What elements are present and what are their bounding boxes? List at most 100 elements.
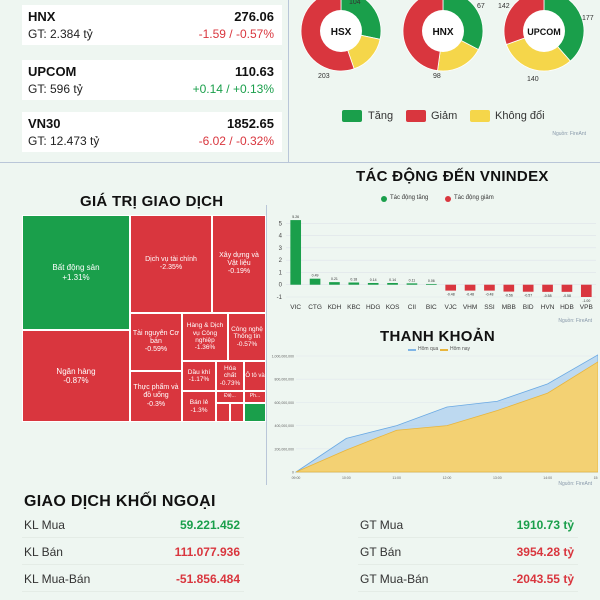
donut-hnx: HNX bbox=[402, 0, 484, 72]
foreign-value: 3954.28 tỷ bbox=[516, 545, 574, 559]
divider bbox=[266, 205, 267, 485]
treemap-cell-small-green[interactable] bbox=[244, 403, 266, 422]
x-tick-label: HDB bbox=[560, 304, 574, 311]
legend-up-swatch bbox=[342, 110, 362, 122]
foreign-value: -2043.55 tỷ bbox=[512, 572, 574, 586]
bar-VIC bbox=[290, 220, 302, 285]
x-tick-label: VHM bbox=[463, 304, 477, 311]
index-card-upcom: UPCOM 110.63 GT: 596 tỷ +0.14 / +0.13% bbox=[22, 60, 282, 100]
bar-value-label: 0.14 bbox=[389, 278, 396, 282]
bar-VHM bbox=[464, 284, 476, 291]
bar-value-label: -0.58 bbox=[563, 294, 571, 298]
cell-label: Ngân hàng bbox=[56, 366, 96, 376]
treemap-cell-retail[interactable]: Bán lẻ -1.3% bbox=[182, 391, 216, 422]
x-tick-label: VIC bbox=[290, 304, 301, 311]
cell-label: Bất động sản bbox=[52, 263, 100, 273]
cell-change: -0.19% bbox=[227, 268, 251, 276]
y-tick-label: 0 bbox=[279, 283, 283, 289]
donut-up-count: 104 bbox=[349, 0, 361, 6]
cell-label: Dịch vụ tài chính bbox=[145, 255, 197, 263]
cell-label: Thực phẩm và đồ uống bbox=[133, 384, 179, 400]
bar-VJC bbox=[445, 284, 457, 291]
treemap-cell-financial-services[interactable]: Dịch vụ tài chính -2.35% bbox=[130, 215, 212, 313]
y-tick-label: 200,000,000 bbox=[275, 447, 295, 451]
foreign-value: 111.077.936 bbox=[174, 545, 240, 559]
x-tick-label: HVN bbox=[541, 304, 555, 311]
y-tick-label: 4 bbox=[279, 234, 283, 240]
x-tick-label: HDG bbox=[366, 304, 380, 311]
bar-value-label: -0.48 bbox=[466, 293, 474, 297]
bar-value-label: -0.57 bbox=[524, 294, 532, 298]
bar-CII bbox=[406, 283, 418, 285]
bar-value-label: 0.18 bbox=[350, 278, 357, 282]
donut-down-count: 98 bbox=[433, 73, 441, 80]
foreign-row: GT Mua 1910.73 tỷ bbox=[358, 515, 578, 538]
x-tick-label: 13:00 bbox=[493, 476, 502, 480]
treemap-cell-food-beverage[interactable]: Thực phẩm và đồ uống -0.3% bbox=[130, 371, 182, 422]
bar-value-label: 5.26 bbox=[292, 215, 299, 219]
cell-label: Xây dựng và Vật liệu bbox=[219, 251, 259, 267]
legend-flat-label: Không đổi bbox=[495, 110, 545, 122]
donut-down-count: 203 bbox=[318, 73, 330, 80]
x-tick-label: CII bbox=[408, 304, 417, 311]
index-card-hnx: HNX 276.06 GT: 2.384 tỷ -1.59 / -0.57% bbox=[22, 5, 282, 45]
treemap-cell-industrial-goods[interactable]: Hàng & Dịch vụ Công nghiệp -1.36% bbox=[182, 313, 228, 361]
index-volume: GT: 596 tỷ bbox=[28, 82, 83, 96]
foreign-label: GT Bán bbox=[360, 545, 402, 559]
donut-up-count: 177 bbox=[582, 15, 594, 22]
legend-down-swatch bbox=[406, 110, 426, 122]
treemap-cell-chemicals[interactable]: Hóa chất -0.73% bbox=[216, 361, 244, 391]
treemap-cell-it[interactable]: Công nghệ Thông tin -0.57% bbox=[228, 313, 266, 361]
y-tick-label: 0 bbox=[292, 471, 294, 475]
foreign-label: GT Mua-Bán bbox=[360, 572, 429, 586]
index-name: UPCOM bbox=[28, 64, 77, 79]
treemap-cell-basic-resources[interactable]: Tài nguyên Cơ bản -0.59% bbox=[130, 313, 182, 371]
y-tick-label: 3 bbox=[279, 246, 283, 252]
divider bbox=[0, 162, 600, 163]
y-tick-label: 1,000,000,000 bbox=[272, 355, 294, 359]
liquidity-legend-today: Hôm nay bbox=[450, 346, 471, 352]
y-tick-label: -1 bbox=[277, 295, 283, 301]
cell-change: -0.57% bbox=[236, 340, 258, 348]
cell-change: -2.35% bbox=[159, 264, 183, 271]
index-value: 110.63 bbox=[234, 64, 274, 79]
foreign-value: -51.856.484 bbox=[175, 572, 240, 586]
cell-change: -0.3% bbox=[146, 400, 166, 408]
cell-label: Hàng & Dịch vụ Công nghiệp bbox=[186, 322, 224, 344]
bar-KDH bbox=[329, 282, 340, 285]
x-tick-label: KOS bbox=[386, 304, 400, 311]
treemap-cell-small-2[interactable] bbox=[230, 403, 244, 422]
treemap-cell-banks[interactable]: Ngân hàng -0.87% bbox=[22, 330, 130, 422]
index-card-vn30: VN30 1852.65 GT: 12.473 tỷ -6.02 / -0.32… bbox=[22, 112, 282, 152]
y-tick-label: 1 bbox=[279, 270, 283, 276]
liquidity-title: THANH KHOẢN bbox=[380, 328, 495, 345]
foreign-value: 59.221.452 bbox=[179, 518, 240, 532]
x-tick-label: 11:00 bbox=[392, 476, 401, 480]
bar-HDG bbox=[367, 282, 379, 285]
x-tick-label: KBC bbox=[347, 304, 361, 311]
treemap-cell-real-estate[interactable]: Bất động sản +1.31% bbox=[22, 215, 130, 330]
treemap-cell-automobiles[interactable]: Ô tô và bbox=[244, 361, 266, 391]
bar-CTG bbox=[309, 278, 321, 285]
source-note: Nguồn: FireAnt bbox=[558, 318, 592, 324]
foreign-row: KL Bán 111.077.936 bbox=[22, 542, 244, 565]
x-tick-label: BIC bbox=[426, 304, 437, 311]
x-tick-label: 14:00 bbox=[543, 476, 552, 480]
treemap-cell-pharma[interactable]: Ph... bbox=[244, 391, 266, 403]
cell-change: -0.59% bbox=[144, 346, 168, 354]
bar-KOS bbox=[387, 282, 398, 285]
bar-BIC bbox=[425, 283, 437, 285]
treemap-cell-oil-gas[interactable]: Dầu khí -1.17% bbox=[182, 361, 216, 391]
treemap-cell-utilities[interactable]: Điệ... bbox=[216, 391, 244, 403]
x-tick-label: KDH bbox=[328, 304, 342, 311]
y-tick-label: 5 bbox=[279, 221, 283, 227]
x-tick-label: VJC bbox=[445, 304, 458, 311]
source-note: Nguồn: FireAnt bbox=[558, 481, 592, 487]
treemap-cell-small-1[interactable] bbox=[216, 403, 230, 422]
bar-value-label: 0.49 bbox=[312, 274, 319, 278]
impact-legend-up-dot bbox=[381, 196, 387, 202]
bar-value-label: -1.00 bbox=[582, 299, 590, 303]
foreign-label: KL Mua-Bán bbox=[24, 572, 91, 586]
treemap-cell-construction[interactable]: Xây dựng và Vật liệu -0.19% bbox=[212, 215, 266, 313]
legend-up-label: Tăng bbox=[368, 110, 394, 122]
